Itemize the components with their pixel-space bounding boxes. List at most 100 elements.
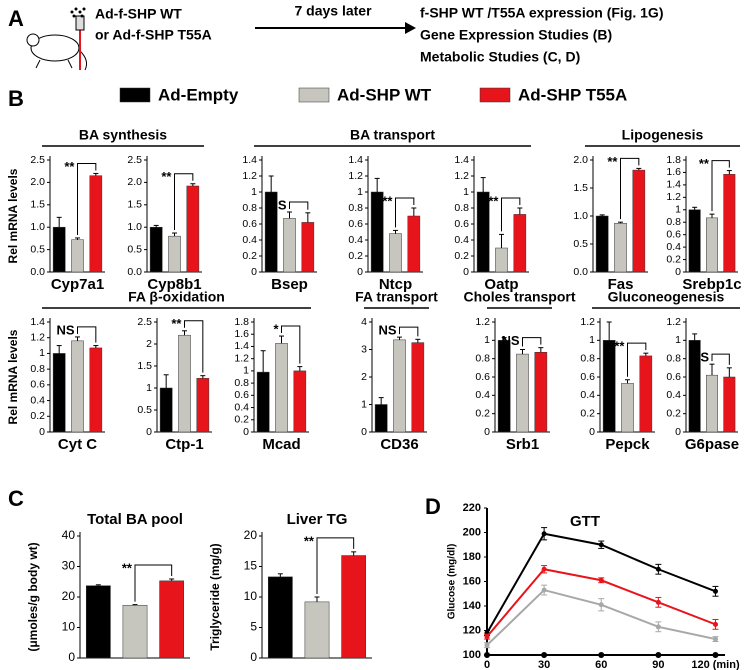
y-tick-label: 0.0 [30,266,45,278]
point [598,542,604,548]
y-axis-label: Triglyceride (mg/g) [208,543,222,650]
y-tick-label: 0.5 [573,238,588,250]
y-tick-label: 0 [675,426,681,438]
y-tick-label: 0.2 [348,250,363,262]
y-tick-label: 0.4 [242,234,257,246]
y-tick-label: 0.6 [454,218,469,230]
bar [407,215,421,273]
y-tick-label: 0.6 [242,218,257,230]
point [541,587,547,593]
y-tick-label: 2 [146,338,152,350]
bar [52,226,66,273]
x-tick-label: 30 [538,659,550,670]
point [655,566,661,572]
y-tick-label: 0.6 [666,228,681,240]
y-tick-label: 120 [463,624,481,636]
y-tick-label: 0 [589,426,595,438]
x-axis-label: Cyt C [58,436,97,453]
y-tick-label: 0.8 [234,377,249,389]
y-tick-label: 1 [463,186,469,198]
y-tick-label: 0.4 [580,389,595,401]
point [712,588,718,594]
y-axis-label: Rel mRNA levels [6,329,20,424]
y-tick-label: 1 [675,204,681,216]
y-tick-label: 1.2 [242,170,257,182]
panel-label: C [8,486,24,511]
y-tick-label: 1.4 [666,179,681,191]
y-tick-label: 0.6 [666,371,681,383]
significance-bracket [620,157,640,220]
outcome: Gene Expression Studies (B) [420,27,612,43]
y-tick-label: 30 [62,559,76,573]
significance-bracket [501,197,521,232]
y-tick-label: 0.2 [242,250,257,262]
y-tick-label: 1.4 [348,154,363,166]
y-tick-label: 5 [250,620,257,634]
y-tick-label: 0.2 [666,407,681,419]
bar [534,352,548,433]
y-tick-label: 1.0 [30,221,45,233]
y-tick-label: 0.2 [580,407,595,419]
bar [621,383,634,433]
y-tick-label: 2.0 [127,176,142,188]
y-tick-label: 1 [243,365,249,377]
bar [293,370,307,433]
bar [85,585,111,659]
bar [301,222,315,273]
bar [89,347,103,433]
y-tick-label: 1.2 [580,316,595,328]
y-tick-label: 0.2 [666,253,681,265]
x-axis-label: G6pase [685,436,739,453]
y-tick-label: 1.0 [127,221,142,233]
y-tick-label: 0.8 [580,352,595,364]
arrow-head [405,22,416,34]
y-tick-label: 1 [251,186,257,198]
y-tick-label: 0 [68,650,75,664]
y-tick-label: 0.0 [573,266,588,278]
significance: ** [488,193,499,208]
group-title: FA β-oxidation [128,289,225,305]
y-tick-label: 0.2 [454,250,469,262]
y-tick-label: 0.0 [127,266,142,278]
y-tick-label: 1.2 [234,352,249,364]
time-point [541,652,548,658]
point [655,599,661,605]
bar [688,209,701,273]
y-tick-label: 15 [244,559,258,573]
y-tick-label: 1.2 [30,331,45,343]
significance-bracket [395,197,415,228]
y-tick-label: 2.0 [573,154,588,166]
y-tick-label: 1.5 [573,182,588,194]
y-tick-label: 0.5 [137,404,152,416]
y-tick-label: 1.2 [666,191,681,203]
y-tick-label: 180 [463,551,481,563]
legend-swatch [479,87,511,103]
legend-label: Ad-Empty [158,85,239,104]
x-axis-label: Srb1 [506,436,539,453]
significance: NS [268,197,286,212]
bar [122,604,148,659]
bar [614,223,627,273]
significance-bracket [77,326,97,343]
significance: ** [304,533,315,548]
significance-bracket [184,320,204,373]
significance-bracket [174,173,194,231]
bar [389,233,402,273]
bar [595,215,609,273]
y-tick-label: 0 [39,426,45,438]
group-title: BA transport [350,127,435,143]
y-tick-label: 1 [675,334,681,346]
y-tick-label: 1.0 [573,210,588,222]
significance: NS [56,322,74,337]
significance: ** [699,156,710,171]
bar [602,340,616,433]
time-point [484,652,490,658]
y-tick-label: 0.8 [454,202,469,214]
point [655,624,661,630]
legend-swatch [119,87,151,103]
y-tick-label: 0.8 [475,352,490,364]
y-tick-label: 0 [463,266,469,278]
significance-bracket [316,537,355,594]
bar [159,387,173,433]
